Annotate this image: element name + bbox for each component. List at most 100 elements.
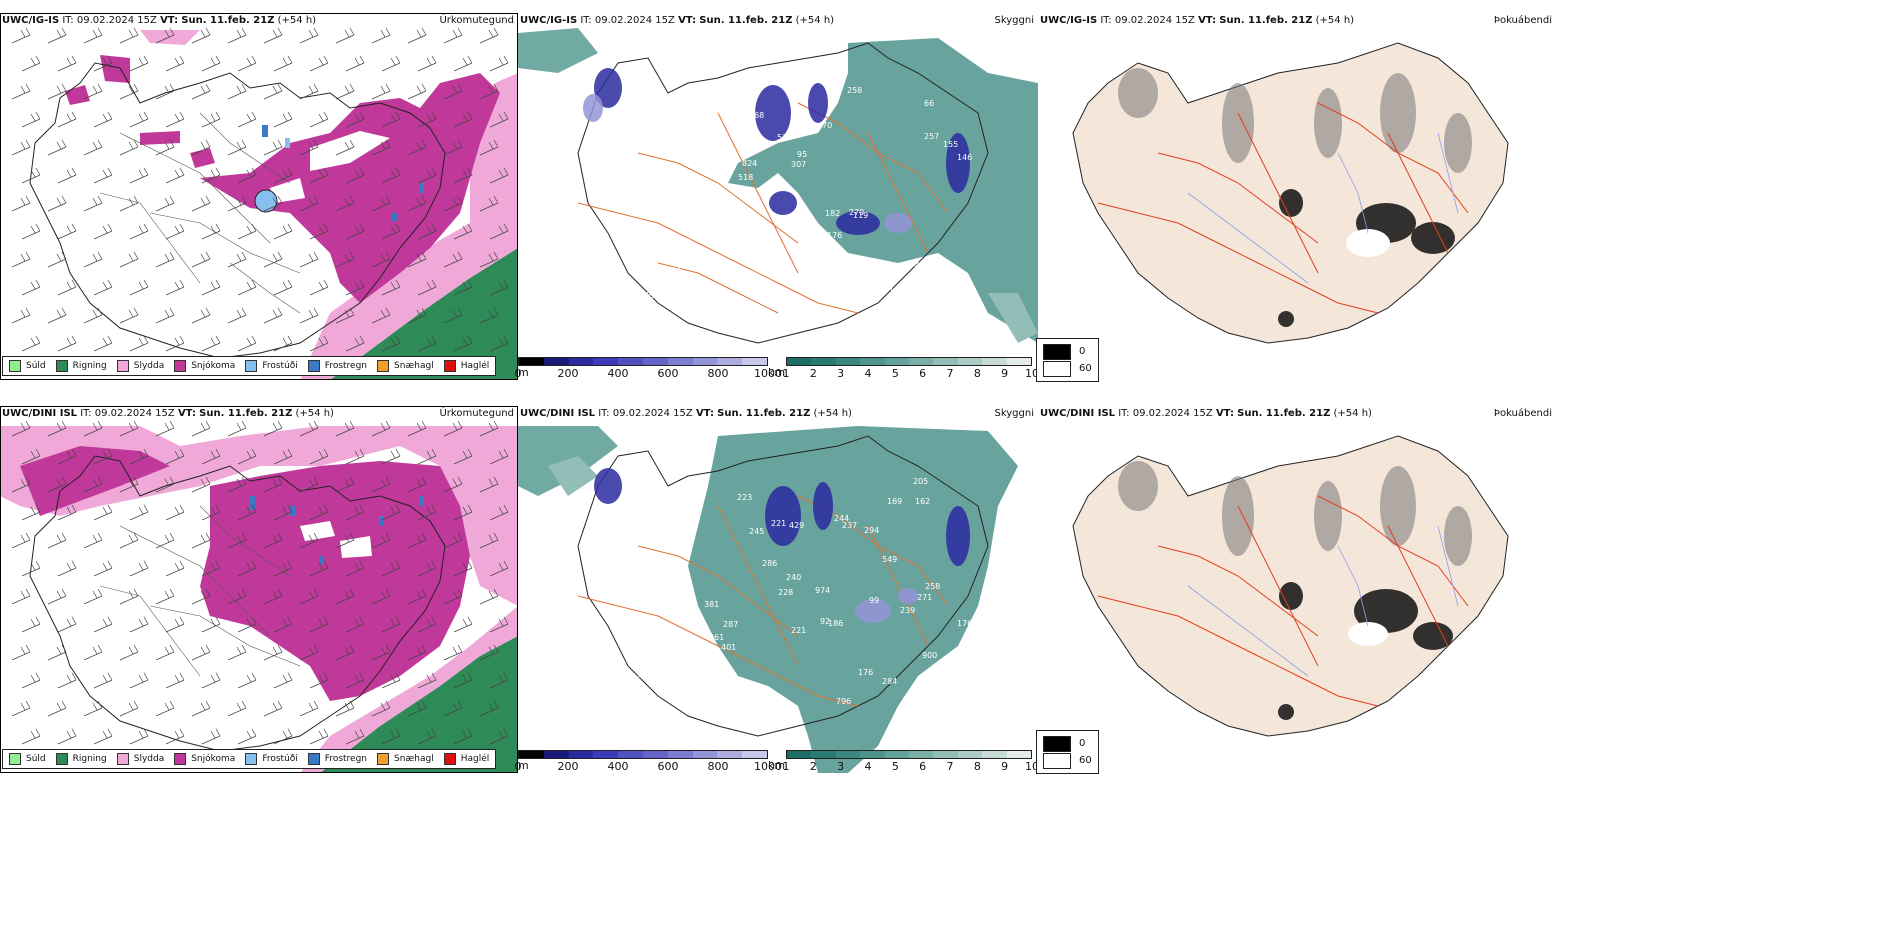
map-value-label: 66 [924, 99, 934, 108]
colorbar-segment [933, 751, 958, 758]
wind-barb [479, 307, 499, 324]
wind-barb [299, 420, 319, 437]
wind-barb [227, 27, 247, 44]
colorbar-segment [787, 358, 812, 365]
wind-barb [191, 700, 211, 717]
wind-barb [83, 27, 103, 44]
wind-barb [299, 476, 319, 493]
colorbar-segment [884, 358, 910, 365]
wind-barb [453, 55, 473, 72]
wind-barb [47, 251, 67, 268]
wind-barb [453, 111, 473, 128]
wind-barb [453, 504, 473, 521]
wind-barb [93, 728, 113, 745]
legend-item: Rigning [55, 753, 107, 765]
map-value-label: 221 [791, 626, 806, 635]
colorbar-segment [642, 358, 668, 365]
init-label: IT: [80, 408, 92, 419]
colorbar-segment [543, 751, 569, 758]
wind-barb [93, 223, 113, 240]
wind-barb [489, 279, 509, 296]
wind-barb [335, 700, 355, 717]
wind-barb [119, 700, 139, 717]
valid-label: VT: [1215, 408, 1234, 419]
wind-barb [489, 728, 509, 745]
legend-label: Snæhagl [394, 361, 434, 371]
wind-barb [11, 476, 31, 493]
visibility-colorbar-ticks: 1 2 3 4 5 6 7 8 9 10 [783, 367, 1040, 380]
wind-barb [489, 335, 509, 352]
wind-barb [417, 560, 437, 577]
wind-barb [479, 195, 499, 212]
map-value-label: 141 [697, 140, 712, 149]
map-value-label: 245 [749, 527, 764, 536]
panel-title: Úrkomutegund [439, 15, 514, 26]
colorbar-tick-label: 9 [1001, 367, 1009, 380]
legend-item: Frostúði [245, 753, 298, 765]
wind-barb [443, 644, 463, 661]
wind-barb [381, 167, 401, 184]
wind-barb [155, 307, 175, 324]
wind-barb [453, 728, 473, 745]
map-value-label: 155 [943, 140, 958, 149]
visibility-colorbar-strip [786, 357, 1032, 366]
wind-barb [93, 560, 113, 577]
colorbar-segment [568, 751, 594, 758]
wind-barb [129, 223, 149, 240]
cloud-visibility-map-top: 6133806678701559457184365506494568951192… [518, 13, 1038, 380]
cloudbase-unit: m [518, 366, 529, 379]
legend-swatch [377, 753, 390, 765]
wind-barb [309, 448, 329, 465]
colorbar-segment [811, 751, 836, 758]
wind-barb [443, 532, 463, 549]
wind-barb [165, 504, 185, 521]
legend-label: Súld [26, 754, 46, 764]
wind-barb [21, 167, 41, 184]
wind-barb [201, 279, 221, 296]
map-value-label: 271 [917, 593, 932, 602]
wind-barb [227, 139, 247, 156]
colorbar-segment [884, 751, 910, 758]
valid-time: Sun. 11.feb. 21Z [699, 15, 793, 26]
wind-barb [479, 588, 499, 605]
wind-barb [237, 167, 257, 184]
wind-barb [273, 504, 293, 521]
map-value-label: 88 [914, 260, 924, 269]
legend-item: Frostúði [245, 360, 298, 372]
wind-barb [407, 588, 427, 605]
map-value-label: 176 [827, 231, 842, 240]
map-value-label: 244 [834, 514, 849, 523]
wind-barb [165, 167, 185, 184]
legend-swatch [443, 753, 456, 765]
wind-barb [417, 111, 437, 128]
colorbar-segment [742, 751, 767, 758]
wind-barb [371, 307, 391, 324]
wind-barb [57, 335, 77, 352]
wind-barb [299, 532, 319, 549]
wind-barb [443, 251, 463, 268]
wind-barb [381, 55, 401, 72]
wind-barb [47, 532, 67, 549]
wind-barb [165, 55, 185, 72]
wind-barb [371, 139, 391, 156]
wind-barb [129, 504, 149, 521]
legend-label: Snjókoma [191, 361, 236, 371]
wind-barb [381, 672, 401, 689]
wind-barb [273, 279, 293, 296]
wind-barb [443, 700, 463, 717]
colorbar-segment [1006, 751, 1032, 758]
colorbar-tick-label: 2 [809, 760, 817, 773]
wind-barb [453, 672, 473, 689]
wind-barb [407, 139, 427, 156]
valid-label: VT: [678, 15, 697, 26]
wind-barb [479, 476, 499, 493]
wind-barb [83, 83, 103, 100]
map-value-label: 77 [658, 660, 668, 669]
wind-barb [83, 307, 103, 324]
lead-time: (+54 h) [277, 15, 317, 26]
wind-barb [201, 335, 221, 352]
wind-barb [11, 307, 31, 324]
wind-barb [273, 616, 293, 633]
legend-item: Snjókoma [174, 360, 235, 372]
wind-barb [21, 335, 41, 352]
